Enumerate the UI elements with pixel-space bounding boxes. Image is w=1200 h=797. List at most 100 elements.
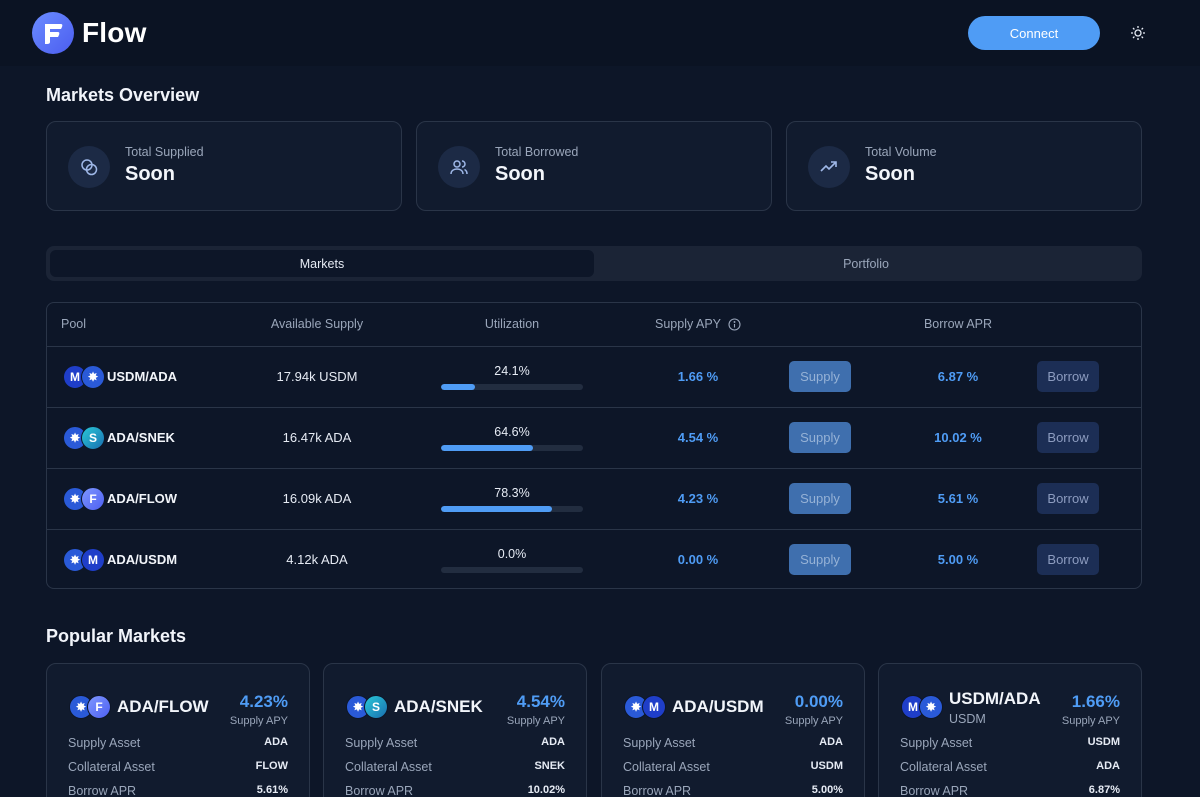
borrow-apr-label: Borrow APR xyxy=(900,784,969,797)
brand-name: Flow xyxy=(82,17,147,48)
available-supply: 16.09k ADA xyxy=(282,491,352,506)
header-borrow-apr[interactable]: Borrow APR xyxy=(923,317,993,331)
supply-asset-value: ADA xyxy=(819,736,843,748)
borrow-button[interactable]: Borrow xyxy=(1037,361,1099,392)
borrow-apr-value: 10.02% xyxy=(527,784,565,796)
borrow-button[interactable]: Borrow xyxy=(1037,422,1099,453)
brand-logo[interactable]: Flow xyxy=(32,12,147,54)
supply-asset-value: USDM xyxy=(1087,736,1120,748)
supply-apy-value: 4.23 % xyxy=(677,491,719,506)
collateral-asset-label: Collateral Asset xyxy=(345,760,432,774)
supply-asset-label: Supply Asset xyxy=(623,736,696,750)
stat-label: Total Supplied xyxy=(125,145,204,159)
supply-button[interactable]: Supply xyxy=(789,483,851,514)
supply-asset-row: Supply Asset ADA xyxy=(345,736,565,754)
table-row[interactable]: ✸ S ADA/SNEK 16.47k ADA 64.6% 4.54 % Supply 10.… xyxy=(47,408,1141,469)
stat-value: Soon xyxy=(495,163,545,185)
borrow-apr-row: Borrow APR 5.00% xyxy=(623,784,843,797)
header-available-supply[interactable]: Available Supply xyxy=(270,317,364,331)
market-name: ADA/USDM xyxy=(672,697,764,716)
pool-name: ADA/SNEK xyxy=(107,430,175,445)
info-icon[interactable] xyxy=(728,318,741,336)
stat-label: Total Borrowed xyxy=(495,145,579,159)
connect-button[interactable]: Connect xyxy=(968,16,1100,50)
utilization-value: 78.3% xyxy=(494,486,530,500)
supply-apy-label: Supply APY xyxy=(1061,715,1120,727)
snek-coin-icon: S xyxy=(364,695,388,719)
borrow-apr-value: 5.00% xyxy=(811,784,843,796)
collateral-asset-value: USDM xyxy=(810,760,843,772)
borrow-apr-value: 6.87% xyxy=(1088,784,1120,796)
utilization-value: 64.6% xyxy=(494,425,530,439)
available-supply: 17.94k USDM xyxy=(276,369,358,384)
borrow-button[interactable]: Borrow xyxy=(1037,544,1099,575)
tab-markets[interactable]: Markets xyxy=(50,250,594,277)
borrow-apr-label: Borrow APR xyxy=(345,784,414,797)
table-row[interactable]: ✸ M ADA/USDM 4.12k ADA 0.0% 0.00 % Supply 5.00 … xyxy=(47,530,1141,588)
supply-apy-label: Supply APY xyxy=(229,715,288,727)
usdm-coin-icon: M xyxy=(642,695,666,719)
flow-coin-icon: F xyxy=(81,487,105,511)
pair-icons: ✸ F xyxy=(69,695,113,719)
supply-asset-row: Supply Asset USDM xyxy=(900,736,1120,754)
utilization-bar xyxy=(441,384,583,390)
supply-apy-value: 4.54 % xyxy=(677,430,719,445)
popular-market-card[interactable]: ✸ M ADA/USDM 0.00% Supply APY Supply Asset ADA… xyxy=(601,663,865,797)
popular-market-card[interactable]: M ✸ USDM/ADA USDM 1.66% Supply APY Supply Asse… xyxy=(878,663,1142,797)
borrow-button[interactable]: Borrow xyxy=(1037,483,1099,514)
sun-icon[interactable] xyxy=(1126,21,1150,45)
pair-icons: ✸ S xyxy=(63,426,107,450)
ada-coin-icon: ✸ xyxy=(919,695,943,719)
collateral-asset-value: ADA xyxy=(1096,760,1120,772)
stat-value: Soon xyxy=(125,163,175,185)
borrow-apr-value: 5.61 % xyxy=(937,491,979,506)
ada-coin-icon: ✸ xyxy=(81,365,105,389)
collateral-asset-row: Collateral Asset FLOW xyxy=(68,760,288,778)
market-name: ADA/SNEK xyxy=(394,697,483,716)
utilization-bar-fill xyxy=(441,506,553,512)
table-row[interactable]: ✸ F ADA/FLOW 16.09k ADA 78.3% 4.23 % Supply 5.6… xyxy=(47,469,1141,530)
borrow-apr-row: Borrow APR 10.02% xyxy=(345,784,565,797)
popular-market-card[interactable]: ✸ F ADA/FLOW 4.23% Supply APY Supply Asset ADA… xyxy=(46,663,310,797)
borrow-apr-value: 5.00 % xyxy=(937,552,979,567)
stat-value: Soon xyxy=(865,163,915,185)
collateral-asset-row: Collateral Asset USDM xyxy=(623,760,843,778)
popular-market-card[interactable]: ✸ S ADA/SNEK 4.54% Supply APY Supply Asset ADA… xyxy=(323,663,587,797)
tab-portfolio[interactable]: Portfolio xyxy=(843,256,889,271)
header-utilization[interactable]: Utilization xyxy=(484,317,540,331)
utilization-bar xyxy=(441,567,583,573)
available-supply: 16.47k ADA xyxy=(282,430,352,445)
supply-apy-value: 1.66% xyxy=(1071,692,1120,711)
collateral-asset-label: Collateral Asset xyxy=(623,760,710,774)
pair-icons: M ✸ xyxy=(63,365,107,389)
header-supply-apy[interactable]: Supply APY xyxy=(655,317,722,331)
borrow-apr-value: 6.87 % xyxy=(937,369,979,384)
header-pool[interactable]: Pool xyxy=(61,317,87,331)
trending-up-icon xyxy=(808,146,850,188)
stat-card-total-borrowed: Total Borrowed Soon xyxy=(416,121,772,211)
supply-button[interactable]: Supply xyxy=(789,544,851,575)
utilization-value: 0.0% xyxy=(497,547,527,561)
utilization-bar xyxy=(441,506,583,512)
supply-asset-row: Supply Asset ADA xyxy=(68,736,288,754)
top-header: Flow Connect xyxy=(0,0,1200,66)
collateral-asset-label: Collateral Asset xyxy=(900,760,987,774)
collateral-asset-value: FLOW xyxy=(255,760,288,772)
borrow-apr-value: 10.02 % xyxy=(934,430,982,445)
supply-apy-label: Supply APY xyxy=(784,715,843,727)
supply-apy-value: 4.23% xyxy=(239,692,288,711)
utilization-bar xyxy=(441,445,583,451)
popular-markets-title: Popular Markets xyxy=(46,626,187,646)
utilization-bar-fill xyxy=(441,384,476,390)
supply-button[interactable]: Supply xyxy=(789,422,851,453)
snek-coin-icon: S xyxy=(81,426,105,450)
borrow-apr-label: Borrow APR xyxy=(623,784,692,797)
supply-asset-value: ADA xyxy=(541,736,565,748)
supply-button[interactable]: Supply xyxy=(789,361,851,392)
supply-apy-value: 0.00 % xyxy=(677,552,719,567)
coins-icon xyxy=(68,146,110,188)
markets-table: Pool Available Supply Utilization Supply… xyxy=(46,302,1142,589)
supply-apy-value: 4.54% xyxy=(516,692,565,711)
table-row[interactable]: M ✸ USDM/ADA 17.94k USDM 24.1% 1.66 % Supply 6.… xyxy=(47,347,1141,408)
pair-icons: ✸ M xyxy=(624,695,668,719)
